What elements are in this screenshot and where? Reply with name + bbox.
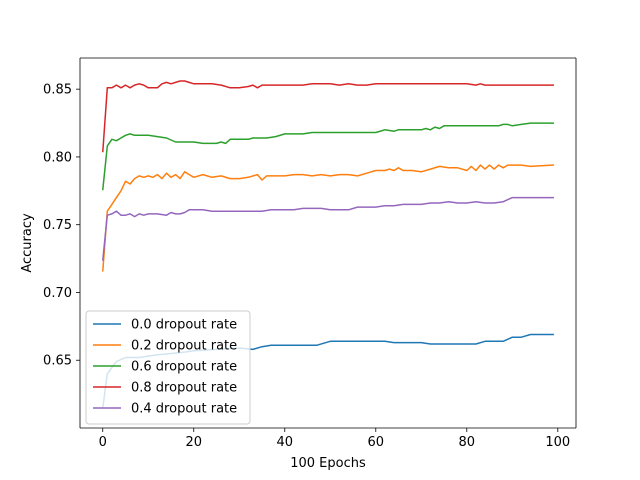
legend-label-4: 0.4 dropout rate	[131, 402, 237, 417]
axes-layer	[79, 57, 577, 429]
x-tick-label: 60	[368, 435, 385, 450]
y-tick-label: 0.75	[43, 218, 72, 233]
y-axis-label: Accuracy	[20, 213, 35, 273]
legend-label-3: 0.8 dropout rate	[131, 381, 237, 396]
series-line-3	[101, 80, 554, 153]
ticks-layer: 0 20 40 60 80 100 0.65 0.70 0.75 0.80 0.85	[43, 83, 570, 450]
x-axis-label: 100 Epochs	[290, 456, 366, 471]
series-line-2	[101, 122, 554, 191]
x-tick-label: 80	[459, 435, 476, 450]
legend: 0.0 dropout rate 0.2 dropout rate 0.6 drop…	[85, 310, 251, 425]
x-tick-label: 100	[545, 435, 570, 450]
legend-label-2: 0.6 dropout rate	[131, 360, 237, 375]
y-tick-label: 0.65	[43, 354, 72, 369]
x-tick-label: 40	[276, 435, 293, 450]
x-tick-label: 20	[185, 435, 202, 450]
legend-label-0: 0.0 dropout rate	[131, 318, 237, 333]
y-tick-label: 0.70	[43, 286, 72, 301]
legend-label-1: 0.2 dropout rate	[131, 339, 237, 354]
y-tick-label: 0.85	[43, 83, 72, 98]
series-line-1	[101, 164, 554, 272]
legend-box	[85, 310, 251, 425]
x-tick-label: 0	[99, 435, 107, 450]
y-tick-label: 0.80	[43, 150, 72, 165]
series-line-4	[101, 196, 554, 261]
